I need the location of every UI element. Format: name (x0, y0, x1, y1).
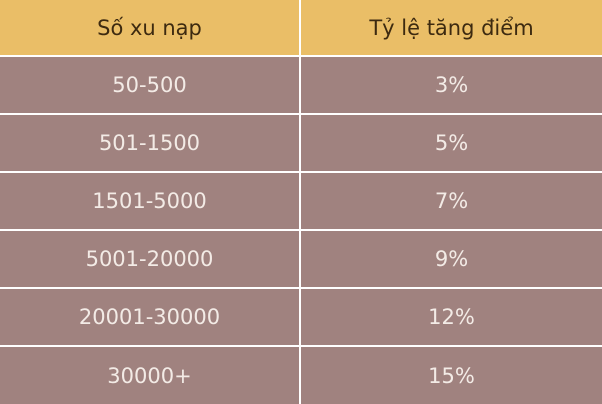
coin-range-cell: 1501-5000 (0, 171, 301, 230)
table-row: 50-500 3% (0, 55, 602, 114)
header-bonus-rate: Tỷ lệ tăng điểm (300, 0, 602, 56)
coin-range-cell: 20001-30000 (0, 287, 301, 346)
table-row: 501-1500 5% (0, 113, 602, 172)
coin-range-cell: 501-1500 (0, 113, 301, 172)
table-row: 20001-30000 12% (0, 287, 602, 346)
header-coins-deposited: Số xu nạp (0, 0, 301, 56)
coin-range-cell: 50-500 (0, 55, 301, 114)
table-row: 5001-20000 9% (0, 229, 602, 288)
table-body: 50-500 3% 501-1500 5% 1501-5000 7% 5001-… (0, 55, 602, 404)
table-row: 1501-5000 7% (0, 171, 602, 230)
rate-cell: 9% (300, 229, 602, 288)
header-row: Số xu nạp Tỷ lệ tăng điểm (0, 0, 602, 56)
coin-range-cell: 5001-20000 (0, 229, 301, 288)
table-row: 30000+ 15% (0, 345, 602, 404)
table-header: Số xu nạp Tỷ lệ tăng điểm (0, 0, 602, 56)
rate-cell: 7% (300, 171, 602, 230)
coin-range-cell: 30000+ (0, 345, 301, 404)
rate-cell: 12% (300, 287, 602, 346)
rate-cell: 15% (300, 345, 602, 404)
rate-cell: 5% (300, 113, 602, 172)
rate-cell: 3% (300, 55, 602, 114)
